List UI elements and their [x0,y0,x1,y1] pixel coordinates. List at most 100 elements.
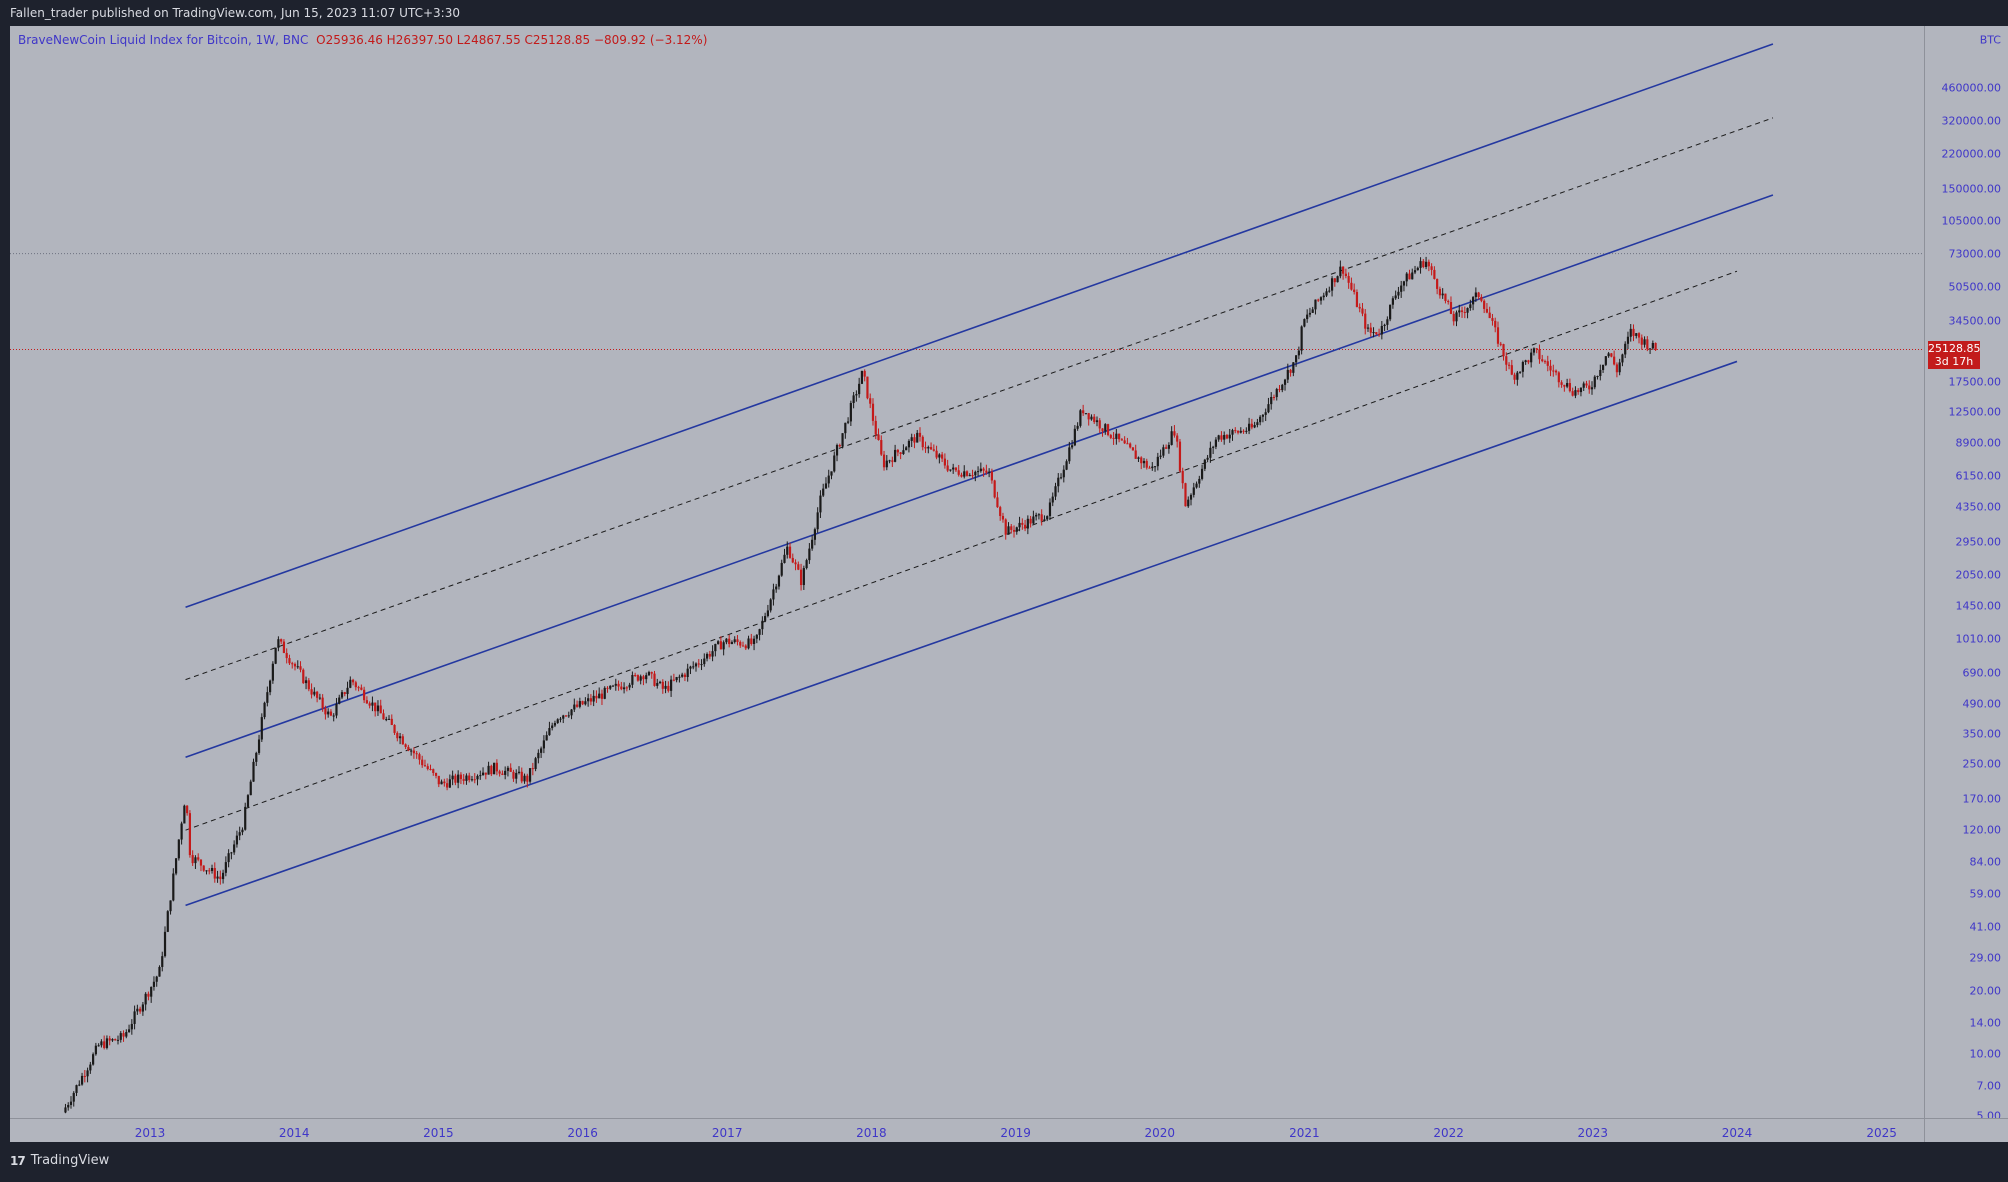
candle [1189,493,1193,506]
candle [1463,306,1466,319]
candle [1355,289,1359,308]
candle-body [1070,445,1074,448]
candle [1648,348,1652,354]
candle-body [407,746,410,751]
candle [722,640,725,656]
candle [493,762,496,775]
axis-corner[interactable] [1924,1118,2008,1143]
candle-body [152,981,156,987]
candle-body [1325,291,1328,296]
time-tick-label: 2024 [1721,1126,1753,1140]
candle [1430,263,1433,276]
candle-body [288,658,291,664]
candle-body [1344,273,1347,276]
candle-body [401,736,404,745]
candle-body [1361,308,1364,314]
candle-body [642,676,645,680]
candle [1010,523,1013,534]
candle [1588,380,1591,394]
candle-body [1087,413,1090,420]
candle-body [1413,270,1417,273]
candle-body [310,689,313,695]
symbol-name[interactable]: BraveNewCoin Liquid Index for Bitcoin, 1… [18,33,309,47]
candle [387,715,391,720]
candle [1098,418,1101,433]
candle-body [548,728,551,736]
candle-body [1397,291,1400,296]
candle-body [1007,526,1010,535]
candle [711,645,714,662]
candle [407,744,410,752]
candle-body [1189,494,1193,500]
candle [188,810,192,858]
candle-body [64,1107,67,1113]
candle [910,433,913,447]
candle [1333,278,1336,287]
candle [1377,328,1381,337]
candle [1007,522,1010,535]
candle [971,469,974,479]
candle-body [777,575,781,587]
candle [822,483,825,498]
candle [509,763,512,772]
candle [869,393,872,409]
candle-body [1615,364,1619,373]
candle [504,766,507,780]
chart-canvas[interactable] [10,26,1924,1142]
price-tick-label: 490.00 [1962,697,2002,711]
price-axis[interactable]: BTC 460000.00 320000.00 220000.00 150000.00… [1924,26,2008,1142]
price-tick-label: 14.00 [1969,1016,2002,1030]
candle-body [794,562,797,565]
candle [1156,452,1159,471]
tradingview-brand[interactable]: 17 TradingView [10,1153,109,1168]
candle-body [891,460,894,462]
candle-body [1488,312,1491,319]
candle [592,690,595,707]
candle-body [410,750,413,752]
candle [1120,438,1123,441]
candle [1112,431,1115,445]
candle-body [1303,319,1306,327]
candle [194,855,197,869]
candle [841,433,844,449]
candle [952,463,955,474]
candle-body [678,676,681,678]
candle [769,598,772,613]
candle-body [866,376,869,399]
price-tick-label: 220000.00 [1941,147,2002,161]
time-tick-label: 2021 [1289,1126,1320,1140]
time-axis[interactable]: 2013 2014 2015 2016 2017 2018 2019 2020 2021 2022… [10,1118,1924,1143]
candle [1267,397,1270,414]
candle [733,636,736,644]
candle-body [1178,441,1182,471]
candle [158,965,161,977]
candle [412,747,416,759]
candle-body [1557,372,1560,383]
candle [1192,482,1195,498]
candle-body [833,455,836,472]
candle [1234,427,1237,434]
candle [520,767,523,784]
candle [761,616,764,635]
candle-body [1507,364,1511,366]
candle-body [1460,310,1464,312]
candle [1236,430,1240,435]
candle-body [1093,416,1096,423]
candle [125,1029,128,1039]
candle [177,839,180,861]
candle-body [647,672,651,676]
candle-body [1629,328,1632,337]
candle [1082,404,1085,416]
candle [484,772,487,780]
candle [1391,296,1394,309]
candle [1549,359,1552,377]
candle [653,670,656,687]
candle-body [158,966,161,977]
candle-body [371,702,374,706]
candle [777,574,781,590]
candle [1574,386,1577,399]
price-tick-label: 350.00 [1962,727,2002,741]
candle-body [675,677,678,681]
chart-pane[interactable]: BraveNewCoin Liquid Index for Bitcoin, 1… [10,26,1924,1142]
candle-body [653,673,656,686]
